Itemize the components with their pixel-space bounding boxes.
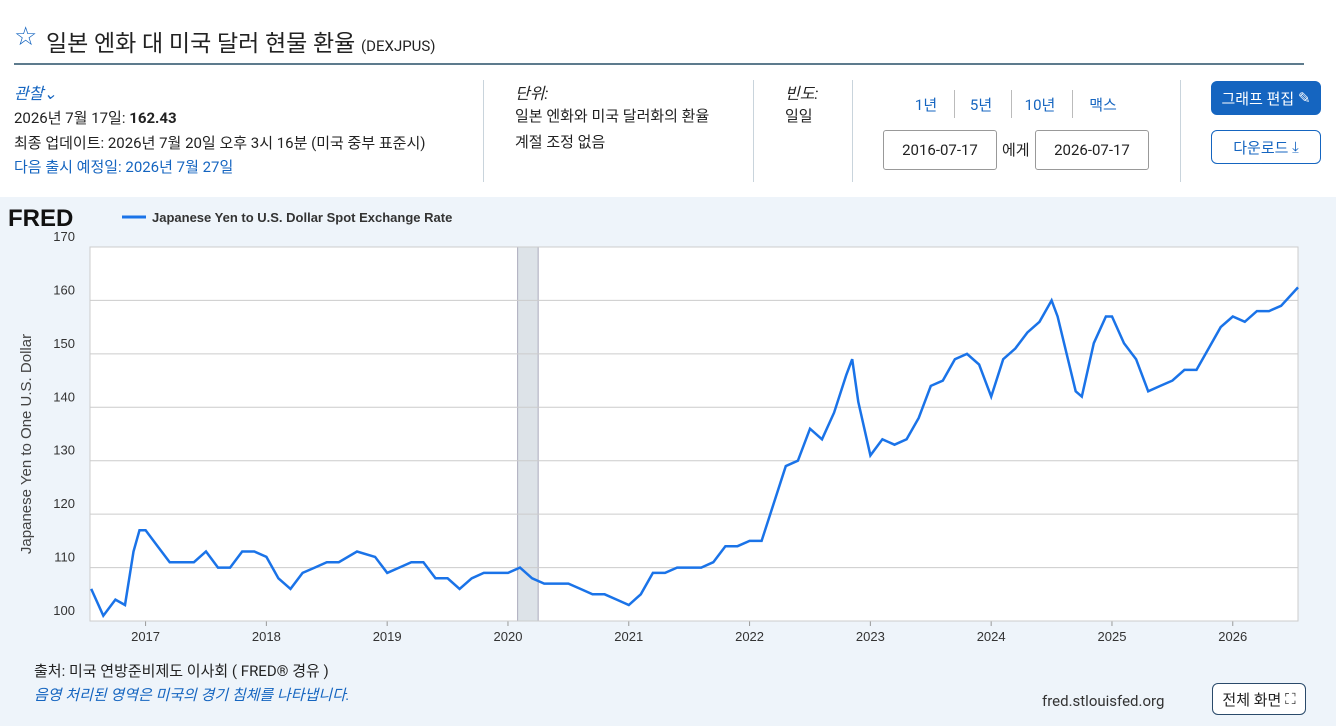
title-text: 일본 엔화 대 미국 달러 현물 환율 xyxy=(46,30,356,57)
range-button[interactable]: 5년 xyxy=(969,96,993,114)
recession xyxy=(517,246,539,622)
observation-label[interactable]: 관찰⌄ xyxy=(14,84,57,103)
fullscreen-text: 전체 화면 xyxy=(1222,690,1282,709)
divider xyxy=(14,63,1304,65)
range-sep xyxy=(953,90,955,118)
frequency: 일일 xyxy=(785,107,813,125)
label: 관찰 xyxy=(14,84,44,103)
x-tick-label: 2021 xyxy=(614,629,643,644)
sep xyxy=(852,80,853,182)
frequency-label: 빈도: xyxy=(785,84,819,103)
units-sa: 계절 조정 없음 xyxy=(515,133,606,151)
obs-date: 2026년 7월 17일: xyxy=(14,109,126,127)
title: 일본 엔화 대 미국 달러 현물 환율 (DEXJPUS) xyxy=(46,24,436,58)
units: 일본 엔화와 미국 달러화의 환율 xyxy=(515,107,710,125)
plot-bg xyxy=(90,247,1298,621)
x-tick-label: 2019 xyxy=(373,629,402,644)
x-tick-label: 2023 xyxy=(856,629,885,644)
sep xyxy=(1180,80,1181,182)
range-sep xyxy=(1071,90,1073,118)
x-tick-label: 2020 xyxy=(494,629,523,644)
source: 출처: 미국 연방준비제도 이사회 ( FRED® 경유 ) xyxy=(34,662,329,680)
x-tick-label: 2017 xyxy=(131,629,160,644)
download-text: 다운로드 xyxy=(1233,138,1289,157)
download-button[interactable]: 다운로드 ⤓ xyxy=(1211,130,1321,164)
legend-label: Japanese Yen to U.S. Dollar Spot Exchang… xyxy=(152,210,452,225)
y-tick-label: 150 xyxy=(53,336,75,351)
range-button[interactable]: 1년 xyxy=(914,96,938,114)
observation: 2026년 7월 17일: 162.43 xyxy=(14,107,177,128)
joiner: 에게 xyxy=(1002,141,1030,159)
x-tick-label: 2025 xyxy=(1098,629,1127,644)
y-axis-label: Japanese Yen to One U.S. Dollar xyxy=(18,334,35,554)
start-date[interactable]: 2016-07-17 xyxy=(883,130,997,170)
y-tick-label: 130 xyxy=(53,443,75,458)
updated: 최종 업데이트: 2026년 7월 20일 오후 3시 16분 (미국 중부 표… xyxy=(14,134,426,152)
plot-border xyxy=(89,246,1299,622)
site: fred.stlouisfed.org xyxy=(1042,692,1165,710)
y-tick-label: 160 xyxy=(53,282,75,297)
end-date[interactable]: 2026-07-17 xyxy=(1035,130,1149,170)
edit-button[interactable]: 그래프 편집 ✎ xyxy=(1211,81,1321,115)
x-tick-label: 2024 xyxy=(977,629,1006,644)
x-tick-label: 2018 xyxy=(252,629,281,644)
range-button[interactable]: 10년 xyxy=(1024,96,1056,114)
edit-text: 그래프 편집 xyxy=(1221,89,1295,108)
x-tick-label: 2026 xyxy=(1218,629,1247,644)
x-tick-label: 2022 xyxy=(735,629,764,644)
y-tick-label: 120 xyxy=(53,496,75,511)
units-label: 단위: xyxy=(515,84,549,103)
fred-logo: FRED xyxy=(8,205,73,232)
y-tick-label: 100 xyxy=(53,603,75,618)
y-tick-label: 140 xyxy=(53,389,75,404)
recession-note: 음영 처리된 영역은 미국의 경기 침체를 나타냅니다. xyxy=(34,686,350,704)
fullscreen-button[interactable]: 전체 화면 ⛶ xyxy=(1212,683,1306,715)
y-tick-label: 170 xyxy=(53,229,75,244)
obs-value: 162.43 xyxy=(129,109,177,127)
series-id: (DEXJPUS) xyxy=(361,37,436,55)
next-release[interactable]: 다음 출시 예정일: 2026년 7월 27일 xyxy=(14,158,234,176)
star-icon[interactable]: ☆ xyxy=(14,22,38,52)
sep xyxy=(483,80,484,182)
range-sep xyxy=(1010,90,1012,118)
series-line xyxy=(90,286,1299,619)
range-button[interactable]: 맥스 xyxy=(1089,96,1117,114)
sep xyxy=(753,80,754,182)
y-tick-label: 110 xyxy=(54,550,75,565)
